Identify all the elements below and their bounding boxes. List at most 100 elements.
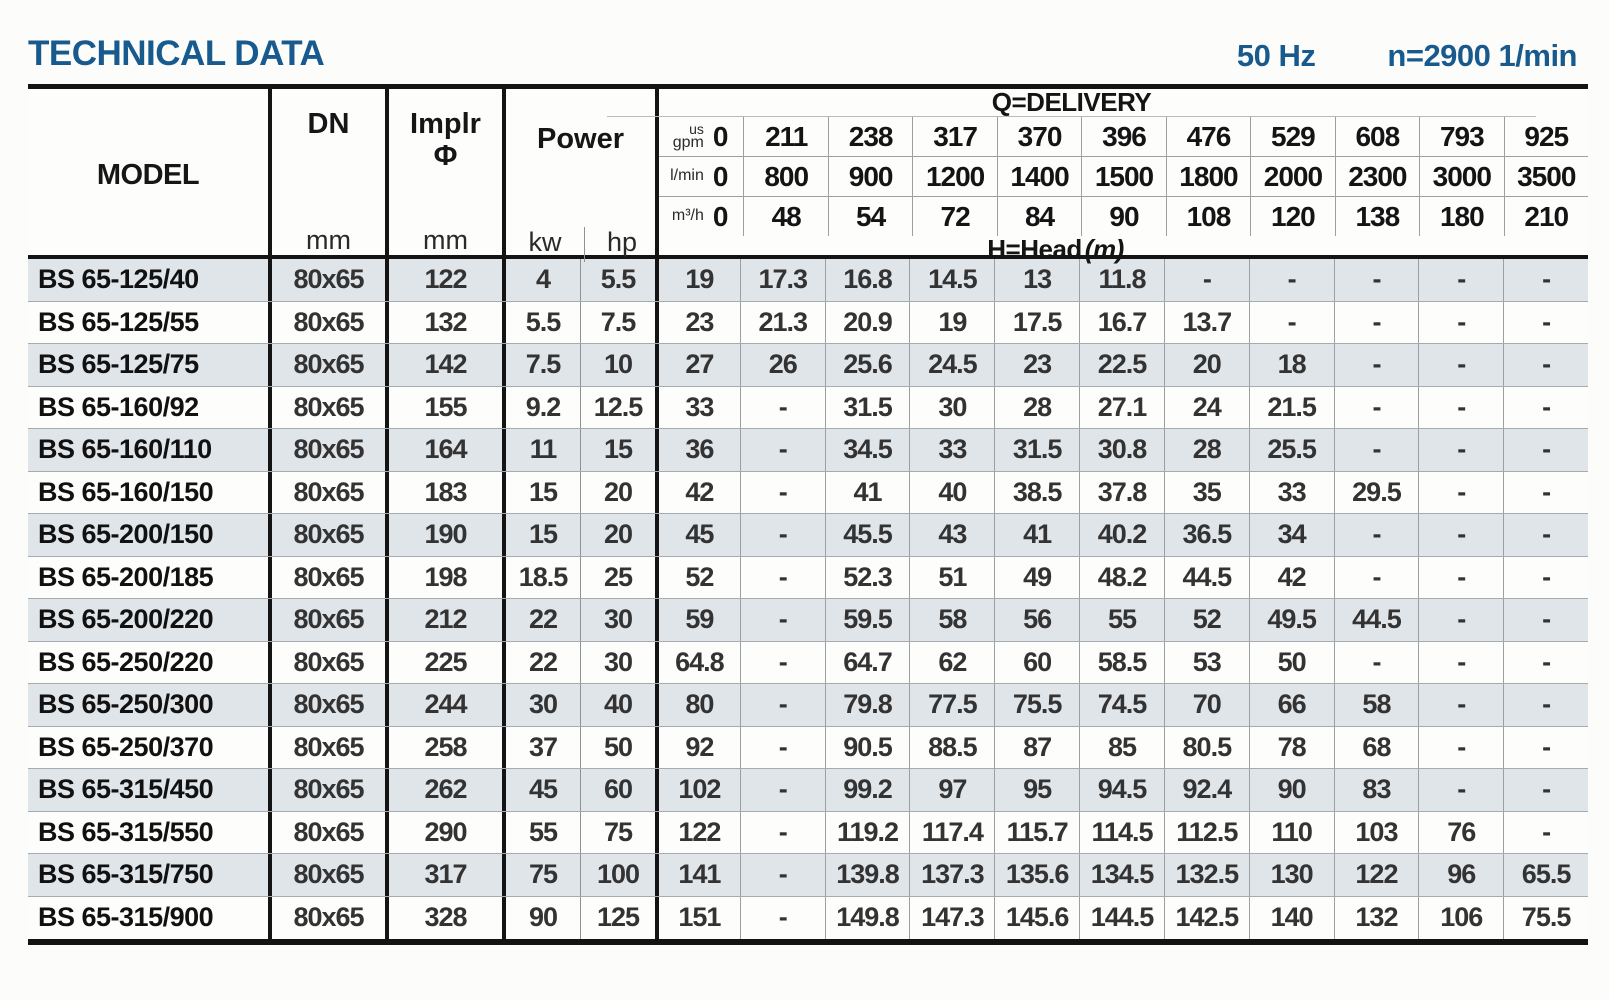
head-value-cell: - [1503,429,1588,471]
head-value-cell: 64.7 [824,641,910,683]
head-value-cell: - [1503,259,1588,301]
q-row-usgpm: us gpm 0 211 238 317 370 396 476 529 608 793 925 [659,117,1588,157]
table-header: MODEL DN mm Implr Φ mm Power kw hp [28,87,1588,264]
head-value-cell: 28 [1163,429,1249,471]
dn-cell: 80x65 [268,301,385,343]
head-value-cell: - [1503,301,1588,343]
head-value-cell: 17.5 [994,301,1079,343]
head-value-cell: 13 [994,259,1079,301]
dn-unit-label: mm [306,225,351,255]
head-value-cell: 20.9 [824,301,910,343]
m3h-value: 84 [996,197,1081,236]
head-value-cell: 19 [655,259,740,301]
m3h-unit-label: m³/h [671,207,704,225]
usgpm-value: 317 [912,117,996,156]
head-value-cell: - [1333,556,1419,598]
model-cell: BS 65-160/110 [38,434,212,465]
usgpm-value: 608 [1334,117,1419,156]
m3h-value: 48 [743,197,827,236]
impeller-diameter-cell: 190 [385,514,502,556]
model-cell: BS 65-200/185 [38,561,214,592]
power-hp-cell: 30 [580,641,655,683]
head-value-cell: 77.5 [909,684,994,726]
head-value-cell: 17.3 [739,259,825,301]
power-hp-cell: 7.5 [580,301,655,343]
table-row: BS 65-200/220 80x65 212 22 30 59-59.5 58 56 55 52… [28,599,1588,642]
lmin-value: 3500 [1503,157,1588,196]
m3h-value: m³/h 0 [671,200,729,232]
power-units: kw hp [506,227,655,262]
q-row-m3h: m³/h 0 48 54 72 84 90 108 120 138 180 210 [659,197,1588,236]
head-value-cell: 83 [1333,769,1419,811]
frequency-label: 50 Hz [1236,38,1316,73]
lmin-unit-label: l/min [670,167,704,185]
head-value-cell: - [739,599,825,641]
page-header: TECHNICAL DATA 50 Hz n=2900 1/min [0,0,1609,84]
head-value-cell: 75.5 [1503,896,1588,939]
impeller-diameter-cell: 183 [385,471,502,513]
model-cell: BS 65-250/370 [38,731,214,762]
lmin-value: 1500 [1081,157,1165,196]
head-value-cell: - [1503,599,1588,641]
table-row: BS 65-125/55 80x65 132 5.5 7.5 23 21.3 20.9 19 17… [28,301,1588,344]
usgpm-value: 396 [1081,117,1165,156]
head-value-cell: 59.5 [824,599,910,641]
power-hp-cell: 50 [580,726,655,768]
head-value-cell: 16.8 [824,259,910,301]
head-value-cell: 132 [1333,896,1419,939]
lmin-value: l/min 0 [670,160,728,192]
col-header-power: Power kw hp [502,89,655,262]
head-value-cell: 102 [655,769,740,811]
usgpm-value: 238 [827,117,912,156]
impeller-diameter-cell: 132 [385,301,502,343]
head-value-cell: 21.5 [1248,386,1334,428]
lmin-value: 2300 [1334,157,1419,196]
head-value-cell: - [1418,514,1503,556]
head-value-cell: - [1418,599,1503,641]
usgpm-value: 476 [1165,117,1250,156]
head-value-cell: 106 [1418,896,1503,939]
power-hp-cell: 20 [580,514,655,556]
head-value-cell: 44.5 [1333,599,1419,641]
head-value-cell: 149.8 [824,896,910,939]
head-value-cell: - [1418,301,1503,343]
lmin-value: 1200 [912,157,996,196]
head-value-cell: 110 [1248,811,1334,853]
power-kw-cell: 18.5 [502,556,580,598]
q-delivery-label: Q=DELIVERY [607,87,1536,117]
head-value-cell: 144.5 [1079,896,1164,939]
head-value-cell: 24 [1163,386,1249,428]
head-value-cell: 137.3 [909,854,994,896]
head-value-cell: 45.5 [824,514,910,556]
head-value-cell: 145.6 [994,896,1079,939]
head-value-cell: 50 [1248,641,1334,683]
head-value-cell: 42 [655,471,740,513]
head-value-cell: 25.6 [824,344,910,386]
power-hp-cell: 125 [580,896,655,939]
head-value-cell: - [739,386,825,428]
head-value-cell: 90 [1248,769,1334,811]
head-value-cell: 76 [1418,811,1503,853]
lmin-value: 2000 [1250,157,1334,196]
power-kw-cell: 22 [502,599,580,641]
model-cell: BS 65-160/150 [38,476,214,507]
dn-cell: 80x65 [268,811,385,853]
power-hp-cell: 25 [580,556,655,598]
power-kw-cell: 7.5 [502,344,580,386]
lmin-value: 3000 [1419,157,1503,196]
impeller-diameter-cell: 244 [385,684,502,726]
head-value-cell: - [739,556,825,598]
power-kw-cell: 22 [502,641,580,683]
head-value-cell: 35 [1163,471,1249,513]
head-value-cell: 130 [1248,854,1334,896]
head-value-cell: 147.3 [909,896,994,939]
power-hp-cell: 60 [580,769,655,811]
power-hp-cell: 75 [580,811,655,853]
head-value-cell: 13.7 [1163,301,1249,343]
head-value-cell: 135.6 [994,854,1079,896]
head-value-cell: 117.4 [909,811,994,853]
table-row: BS 65-315/900 80x65 328 90 125 151-149.8 147.3… [28,896,1588,939]
head-value-cell: - [739,896,825,939]
impeller-diameter-cell: 164 [385,429,502,471]
head-value-cell: 52 [1163,599,1249,641]
